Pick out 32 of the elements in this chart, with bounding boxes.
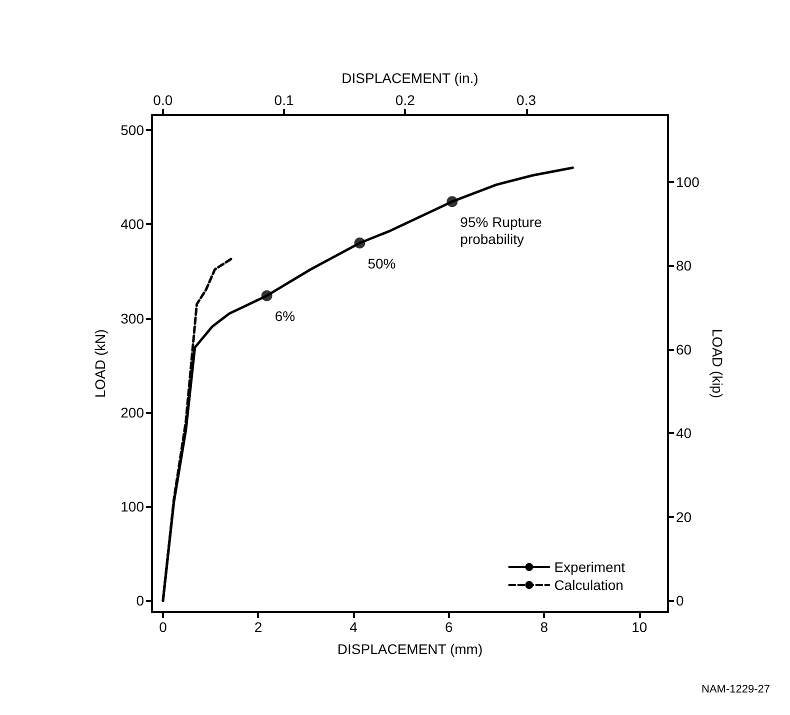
y-tick-label: 0 [136, 592, 144, 609]
y-tick-label: 200 [120, 404, 144, 420]
annotation: 95% Rupture probability [460, 214, 542, 248]
y-tick-label: 500 [120, 122, 144, 138]
y2-tick-label: 100 [676, 174, 700, 190]
annotation: 50% [368, 256, 396, 272]
y2-tick-label: 20 [676, 508, 692, 525]
x2-axis-title: DISPLACEMENT (in.) [342, 70, 478, 86]
x-tick-label: 6 [444, 619, 453, 635]
legend-label: Experiment [554, 559, 626, 575]
x-axis-title: DISPLACEMENT (mm) [337, 641, 483, 657]
x-tick-label: 0 [159, 619, 168, 635]
x2-tick-label: 0.3 [516, 92, 536, 108]
x-tick-label: 8 [540, 619, 548, 635]
y-axis-title: LOAD (kN) [92, 329, 108, 398]
x2-tick-label: 0.0 [153, 92, 173, 108]
y2-axis-title: LOAD (kip) [709, 328, 726, 398]
x-tick-label: 2 [254, 619, 262, 635]
y2-tick-label: 60 [676, 341, 692, 358]
x-tick-label: 10 [632, 619, 648, 635]
y2-tick-label: 40 [676, 425, 692, 442]
y-tick-label: 100 [120, 498, 144, 515]
y2-tick-label: 80 [676, 258, 692, 274]
x2-tick-label: 0.2 [395, 92, 416, 108]
x-tick-label: 4 [350, 619, 358, 635]
y2-tick-label: 0 [676, 592, 684, 609]
y-tick-label: 300 [120, 310, 144, 326]
y-tick-label: 400 [120, 216, 144, 232]
legend-label: Calculation [554, 577, 624, 593]
x2-tick-label: 0.1 [274, 92, 294, 108]
annotation: 6% [274, 308, 296, 324]
text: NAM-1229-27 [702, 684, 770, 696]
